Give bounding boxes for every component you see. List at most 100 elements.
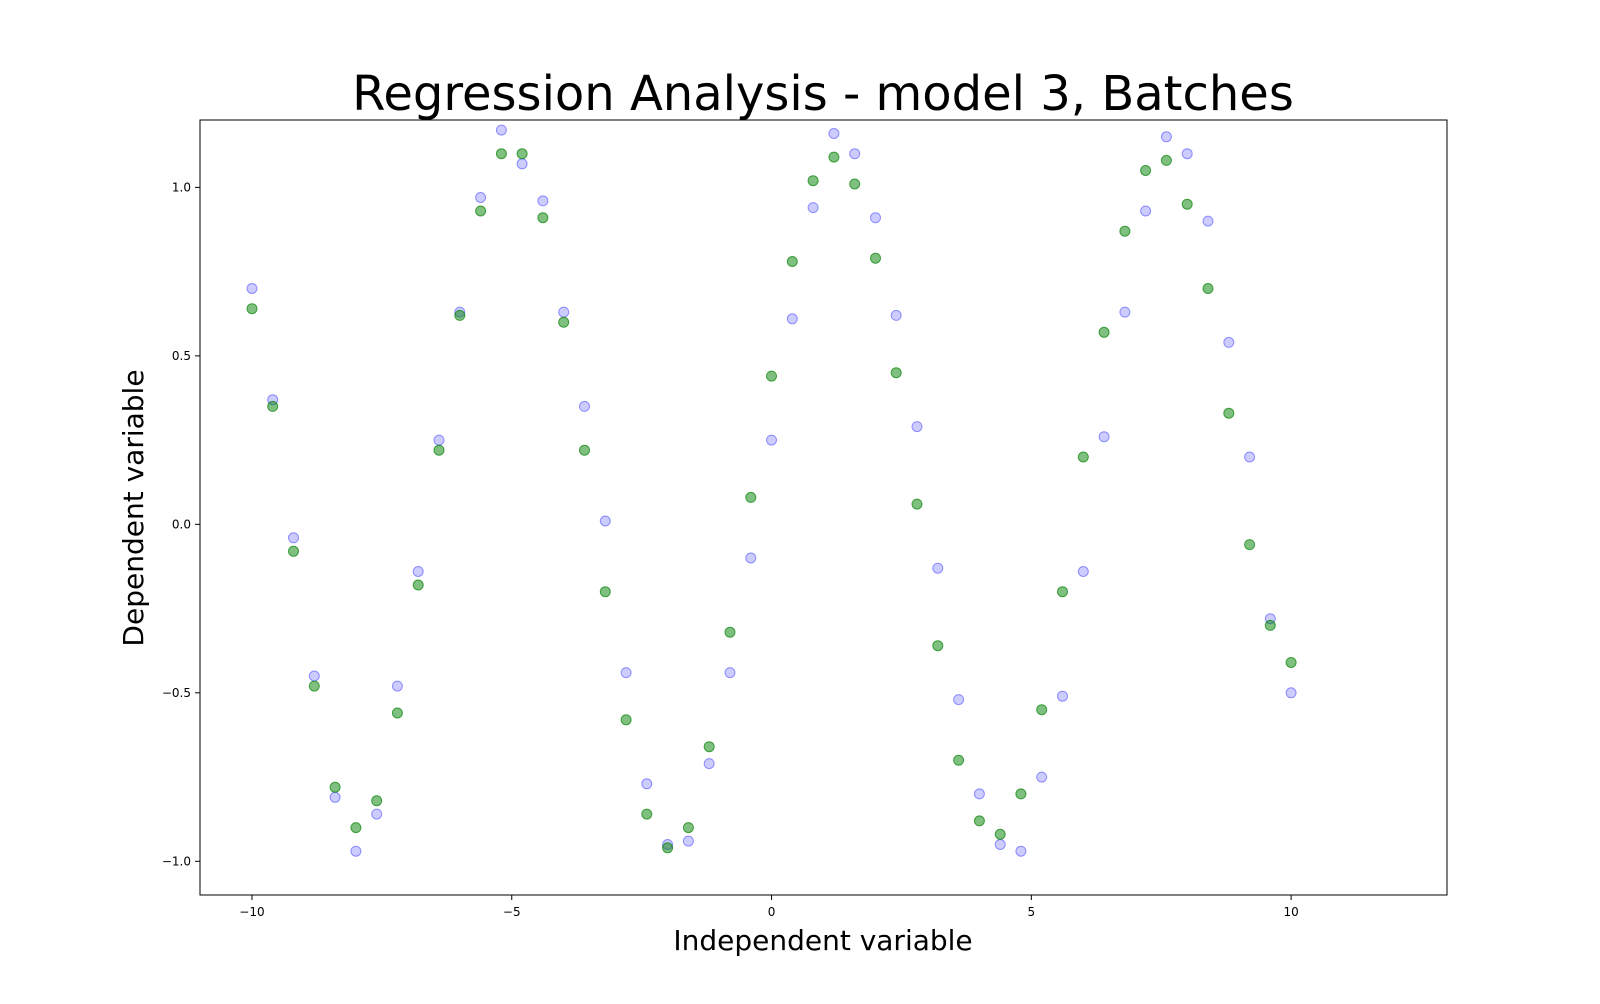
fitted-point xyxy=(682,822,694,834)
observed-point xyxy=(475,192,487,203)
observed-point xyxy=(1036,771,1048,783)
fitted-point xyxy=(807,175,819,187)
fitted-point xyxy=(1244,539,1256,551)
fitted-point xyxy=(495,148,507,160)
chart-title: Regression Analysis - model 3, Batches xyxy=(352,66,1294,122)
fitted-point xyxy=(641,808,653,820)
fitted-point xyxy=(412,579,424,591)
fitted-point xyxy=(870,252,881,264)
observed-point xyxy=(932,562,944,574)
fitted-point xyxy=(475,205,487,217)
observed-point xyxy=(786,313,798,325)
x-tick-label: −5 xyxy=(503,905,521,919)
fitted-point xyxy=(1160,154,1172,166)
x-tick-label: 0 xyxy=(768,905,776,919)
fitted-point xyxy=(1036,704,1048,716)
observed-point xyxy=(766,434,777,446)
observed-point xyxy=(579,400,590,412)
fitted-point xyxy=(786,256,798,267)
y-axis-label: Dependent variable xyxy=(117,369,150,646)
observed-point xyxy=(350,845,362,857)
fitted-point xyxy=(579,444,590,456)
fitted-point xyxy=(932,640,944,652)
x-axis-label: Independent variable xyxy=(673,924,972,957)
fitted-point xyxy=(267,400,279,412)
observed-points-layer xyxy=(246,124,1297,857)
y-tick-label: 0.0 xyxy=(172,517,191,531)
fitted-point xyxy=(516,148,528,160)
observed-point xyxy=(807,202,819,214)
x-tick-label: 10 xyxy=(1283,905,1298,919)
fitted-point xyxy=(849,178,861,190)
observed-point xyxy=(1119,306,1131,318)
observed-point xyxy=(953,694,965,706)
fitted-point xyxy=(433,444,445,456)
observed-point xyxy=(412,566,424,577)
y-tick-label: 1.0 xyxy=(172,180,191,194)
observed-point xyxy=(703,758,715,770)
observed-point xyxy=(1202,215,1214,227)
fitted-point xyxy=(1140,165,1152,176)
fitted-point xyxy=(329,781,341,793)
fitted-point xyxy=(745,491,757,503)
fitted-point xyxy=(246,303,258,315)
observed-point xyxy=(599,515,611,527)
observed-point xyxy=(495,124,507,136)
fitted-point xyxy=(620,714,632,726)
observed-point xyxy=(371,808,383,820)
observed-point xyxy=(1077,566,1089,577)
observed-point xyxy=(1015,845,1027,857)
x-tick-label: −10 xyxy=(239,905,264,919)
observed-point xyxy=(537,195,549,207)
fitted-point xyxy=(454,309,466,321)
fitted-point xyxy=(662,842,674,854)
observed-point xyxy=(1160,131,1172,143)
observed-point xyxy=(516,158,528,170)
observed-point xyxy=(994,839,1006,850)
fitted-points-layer xyxy=(246,148,1297,854)
y-tick-label: 0.5 xyxy=(172,349,191,363)
fitted-point xyxy=(371,795,383,807)
fitted-point xyxy=(308,680,320,692)
observed-point xyxy=(1223,336,1235,348)
observed-point xyxy=(1285,687,1297,699)
observed-point xyxy=(870,212,881,224)
fitted-point xyxy=(953,754,965,766)
observed-point xyxy=(828,128,840,139)
observed-point xyxy=(329,791,341,803)
fitted-point xyxy=(350,822,362,834)
fitted-point xyxy=(973,815,985,827)
fitted-point xyxy=(537,212,549,224)
fitted-point xyxy=(994,828,1006,840)
y-axis: −1.0 −0.5 0.0 0.5 1.0 xyxy=(162,180,200,868)
observed-point xyxy=(433,434,445,446)
fitted-point xyxy=(1181,198,1193,210)
fitted-point xyxy=(1057,586,1068,598)
observed-point xyxy=(1098,431,1110,443)
y-tick-label: −0.5 xyxy=(162,686,191,700)
fitted-point xyxy=(1015,788,1027,800)
fitted-point xyxy=(1285,657,1297,668)
fitted-point xyxy=(558,316,570,328)
observed-point xyxy=(308,670,320,682)
observed-point xyxy=(1140,205,1152,217)
y-tick-label: −1.0 xyxy=(162,854,191,868)
observed-point xyxy=(890,309,902,321)
fitted-point xyxy=(766,370,777,382)
observed-point xyxy=(1057,690,1068,702)
observed-point xyxy=(911,421,923,433)
fitted-point xyxy=(724,626,736,638)
fitted-point xyxy=(828,151,840,163)
fitted-point xyxy=(1202,283,1214,294)
fitted-point xyxy=(911,498,923,510)
fitted-point xyxy=(1223,407,1235,419)
fitted-point xyxy=(703,741,715,753)
observed-point xyxy=(288,532,299,544)
x-tick-label: 5 xyxy=(1028,905,1036,919)
observed-point xyxy=(391,680,403,692)
observed-point xyxy=(558,306,570,318)
observed-point xyxy=(745,552,757,564)
observed-point xyxy=(620,667,632,679)
fitted-point xyxy=(1264,619,1276,631)
